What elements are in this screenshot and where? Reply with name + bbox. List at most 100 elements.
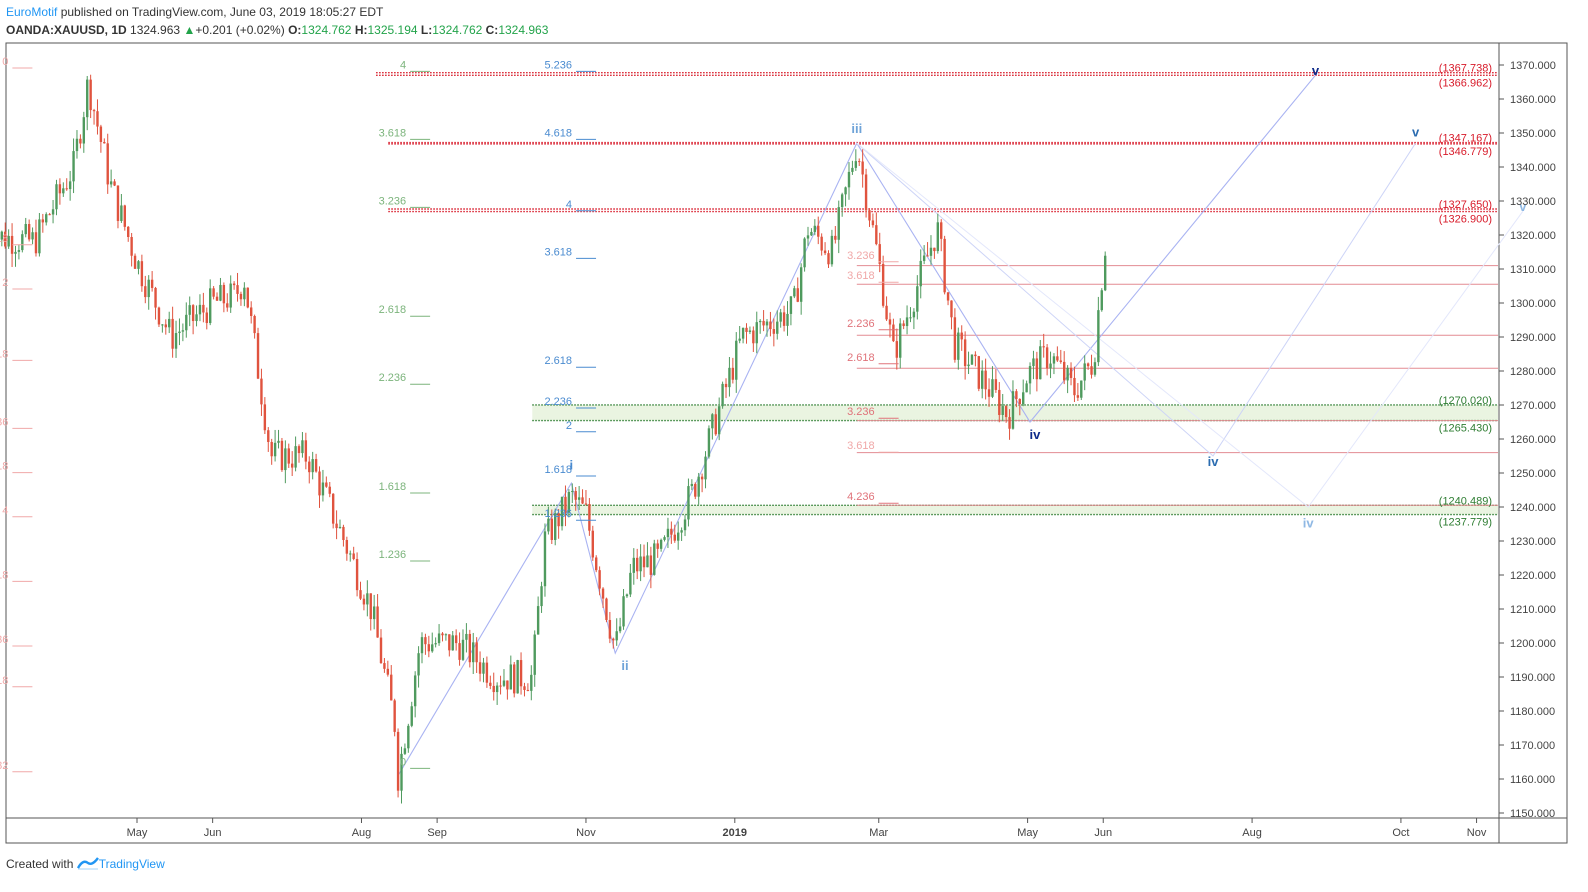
- candle-body: [728, 367, 731, 388]
- candle-body: [834, 235, 837, 240]
- candle-body: [311, 459, 314, 473]
- price-tick-label: 1240.000: [1510, 502, 1556, 514]
- wave-label: iii: [851, 121, 862, 136]
- candle-body: [1056, 356, 1059, 361]
- candle-body: [472, 642, 475, 663]
- candle-body: [571, 491, 574, 493]
- candle-body: [72, 151, 75, 182]
- fib-label: 3.618: [379, 127, 407, 139]
- candle-body: [772, 329, 776, 334]
- candle-body: [851, 167, 854, 172]
- candle-body: [687, 486, 690, 520]
- candle-body: [328, 486, 331, 494]
- symbol-name[interactable]: OANDA:XAUUSD, 1D: [6, 23, 127, 37]
- alt-wave-path: [856, 142, 1416, 457]
- candle-body: [304, 440, 308, 462]
- candle-body: [379, 637, 383, 664]
- price-level-label: (1270.020): [1439, 395, 1492, 407]
- candle-body: [62, 188, 65, 194]
- candle-body: [499, 685, 502, 687]
- candle-body: [465, 633, 468, 640]
- candle-body: [752, 330, 755, 344]
- candle-body: [144, 286, 147, 298]
- fib-label: 1.236: [545, 508, 573, 520]
- price-chart[interactable]: 0 1.618 2 2.618 3.236 3.618 4 4.618 5.236 5.618 6.…: [0, 0, 1588, 852]
- candle-body: [854, 161, 858, 168]
- price-level-label: (1346.779): [1439, 146, 1492, 158]
- candle-body: [844, 187, 847, 195]
- candle-body: [89, 79, 92, 111]
- candle-body: [444, 634, 448, 636]
- fib-label: 1.618: [545, 464, 573, 476]
- fib-label: 2.236: [847, 318, 875, 330]
- candle-body: [974, 354, 977, 357]
- candle-body: [246, 287, 249, 308]
- high-value: 1325.194: [367, 23, 418, 37]
- candle-body: [263, 404, 267, 431]
- tradingview-logo-icon[interactable]: [76, 856, 99, 870]
- candle-body: [75, 138, 79, 152]
- candle-body: [1045, 347, 1049, 369]
- price-tick-label: 1190.000: [1510, 672, 1555, 684]
- fib-label: 1.618: [379, 481, 407, 493]
- candle-body: [554, 513, 557, 540]
- candle-body: [79, 138, 82, 144]
- change-arrow-icon: ▲: [183, 23, 196, 37]
- candle-body: [1086, 363, 1090, 367]
- fib-label: 4.236: [847, 491, 875, 503]
- chart-frame: [5, 42, 1568, 844]
- candle-body: [717, 406, 721, 435]
- candle-body: [700, 476, 704, 480]
- candle-body: [181, 330, 185, 332]
- candle-body: [1018, 399, 1021, 405]
- candle-body: [31, 232, 34, 240]
- candle-body: [673, 534, 676, 541]
- candle-body: [458, 643, 461, 660]
- candle-body: [243, 287, 246, 300]
- candle-body: [714, 414, 717, 435]
- candle-body: [157, 307, 161, 325]
- candle-body: [1069, 367, 1073, 378]
- candle-body: [205, 312, 208, 324]
- candle-body: [861, 161, 864, 175]
- time-axis[interactable]: May Jun Aug Sep Nov 2019 Mar May Jun Aug Oct Nov: [127, 818, 1487, 839]
- candle-body: [820, 236, 823, 251]
- candle-body: [506, 680, 509, 690]
- candle-body: [195, 314, 198, 322]
- candle-body: [369, 593, 372, 620]
- candle-body: [769, 321, 772, 330]
- candle-body: [758, 320, 762, 323]
- fib-label: 3.236: [0, 416, 8, 428]
- candle-body: [420, 637, 424, 654]
- candle-body: [202, 304, 205, 313]
- candle-body: [335, 523, 338, 529]
- time-tick-label: Aug: [352, 827, 372, 839]
- candle-body: [830, 235, 834, 265]
- candle-body: [837, 207, 840, 240]
- time-tick-label: Aug: [1242, 827, 1262, 839]
- fib-label: 5.236: [545, 59, 573, 71]
- candle-body: [48, 214, 51, 216]
- candle-body: [731, 367, 735, 380]
- fib-label: 4.618: [545, 127, 573, 139]
- candle-body: [817, 225, 820, 237]
- candle-body: [297, 446, 301, 454]
- candle-body: [106, 143, 109, 185]
- price-axis[interactable]: 1150.000 1160.000 1170.000 1180.000 1190.000…: [1499, 60, 1556, 820]
- candle-body: [782, 312, 786, 326]
- candle-body: [916, 286, 919, 312]
- high-label: H:: [354, 23, 368, 37]
- tradingview-brand[interactable]: TradingView: [98, 857, 165, 871]
- candle-body: [796, 288, 799, 302]
- candle-body: [482, 662, 485, 674]
- candle-body: [745, 327, 748, 332]
- fib-label: 0: [2, 56, 8, 68]
- candle-body: [403, 748, 407, 754]
- candle-body: [130, 237, 133, 256]
- author-link[interactable]: EuroMotif: [6, 5, 58, 19]
- candle-body: [191, 305, 195, 322]
- candle-body: [1022, 392, 1025, 405]
- candle-body: [1042, 346, 1045, 348]
- candle-body: [922, 255, 926, 261]
- candle-body: [219, 284, 222, 301]
